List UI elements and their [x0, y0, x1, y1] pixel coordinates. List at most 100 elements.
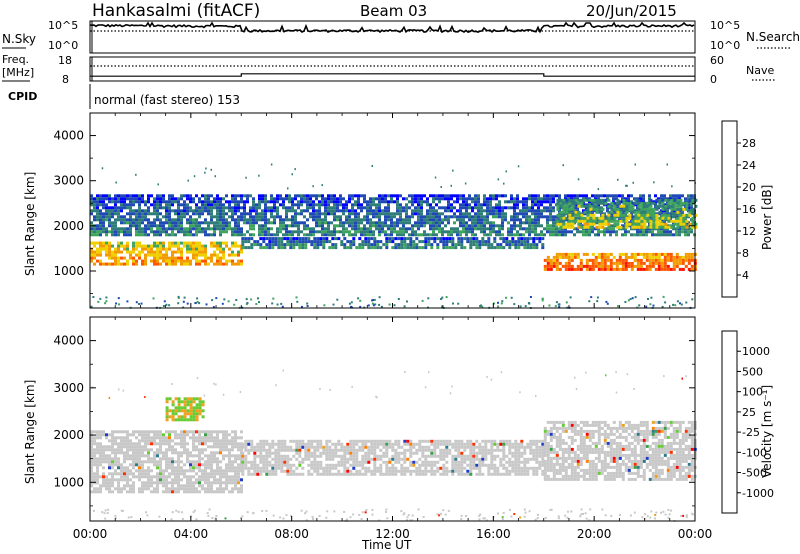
data-cell	[366, 212, 369, 216]
data-cell	[423, 224, 426, 228]
data-cell	[168, 227, 171, 231]
data-cell	[291, 218, 294, 222]
data-cell	[447, 209, 450, 213]
data-cell	[117, 256, 120, 260]
data-cell	[126, 451, 129, 455]
data-cell	[216, 451, 219, 455]
data-cell	[231, 212, 234, 216]
data-cell	[621, 233, 624, 237]
data-cell	[376, 439, 380, 443]
data-cell	[129, 433, 132, 437]
data-cell	[543, 264, 547, 268]
data-cell	[312, 212, 315, 216]
data-cell	[616, 198, 620, 202]
data-cell	[198, 227, 201, 231]
data-cell	[424, 466, 428, 470]
data-cell	[672, 267, 676, 271]
data-cell	[186, 259, 189, 263]
data-cell	[618, 252, 622, 256]
data-cell	[489, 221, 492, 225]
data-cell	[123, 445, 126, 449]
data-cell	[501, 209, 504, 213]
data-cell	[537, 200, 540, 204]
data-cell	[319, 237, 323, 241]
data-cell	[117, 430, 120, 434]
data-cell	[615, 258, 619, 262]
data-cell	[165, 212, 168, 216]
data-cell	[283, 454, 287, 458]
data-cell	[207, 200, 210, 204]
data-cell	[258, 215, 261, 219]
data-cell	[244, 237, 248, 241]
data-cell	[624, 255, 628, 259]
data-cell	[168, 430, 171, 434]
data-cell	[201, 457, 204, 461]
data-cell	[415, 466, 419, 470]
data-cell	[231, 250, 234, 254]
data-cell	[244, 442, 248, 446]
data-cell	[244, 240, 248, 244]
data-cell	[210, 233, 213, 237]
data-cell	[372, 230, 375, 234]
data-cell	[588, 258, 592, 262]
data-cell	[417, 197, 420, 201]
data-cell	[182, 300, 185, 303]
data-cell	[546, 200, 549, 204]
data-cell	[694, 222, 698, 226]
data-cell	[462, 194, 465, 198]
data-cell	[132, 475, 135, 479]
data-cell	[327, 197, 330, 201]
data-cell	[135, 247, 138, 251]
data-cell	[105, 230, 108, 234]
data-cell	[102, 481, 105, 485]
data-cell	[267, 200, 270, 204]
data-cell	[153, 206, 156, 210]
data-cell	[288, 197, 291, 201]
data-cell	[123, 256, 126, 260]
data-cell	[216, 218, 219, 222]
data-cell	[144, 256, 147, 260]
data-cell	[285, 212, 288, 216]
data-cell	[510, 224, 513, 228]
data-cell	[603, 230, 606, 234]
data-cell	[120, 439, 123, 443]
data-cell	[165, 481, 168, 485]
data-cell	[264, 224, 267, 228]
data-cell	[388, 442, 392, 446]
data-cell	[138, 457, 141, 461]
data-cell	[409, 469, 413, 473]
data-cell	[283, 445, 287, 449]
data-cell	[432, 224, 435, 228]
data-cell	[240, 484, 243, 488]
data-cell	[355, 463, 359, 467]
data-cell	[388, 457, 392, 461]
data-cell	[492, 230, 495, 234]
data-cell	[379, 454, 383, 458]
data-cell	[309, 200, 312, 204]
data-cell	[343, 457, 347, 461]
data-cell	[156, 212, 159, 216]
data-cell	[676, 300, 679, 303]
data-cell	[348, 215, 351, 219]
data-cell	[126, 436, 129, 440]
data-cell	[498, 227, 501, 231]
data-cell	[123, 218, 126, 222]
data-cell	[661, 222, 665, 226]
data-cell	[138, 439, 141, 443]
data-cell	[177, 451, 180, 455]
data-cell	[210, 168, 212, 171]
data-cell	[96, 241, 99, 245]
data-cell	[111, 262, 114, 266]
data-cell	[562, 198, 566, 202]
data-cell	[495, 206, 498, 210]
data-cell	[367, 237, 371, 241]
data-cell	[183, 469, 186, 473]
data-cell	[309, 215, 312, 219]
data-cell	[330, 206, 333, 210]
data-cell	[273, 203, 276, 207]
colorbar-tick-label: 24	[742, 159, 756, 172]
data-cell	[120, 448, 123, 452]
data-cell	[255, 218, 258, 222]
data-cell	[337, 439, 341, 443]
data-cell	[123, 472, 126, 476]
